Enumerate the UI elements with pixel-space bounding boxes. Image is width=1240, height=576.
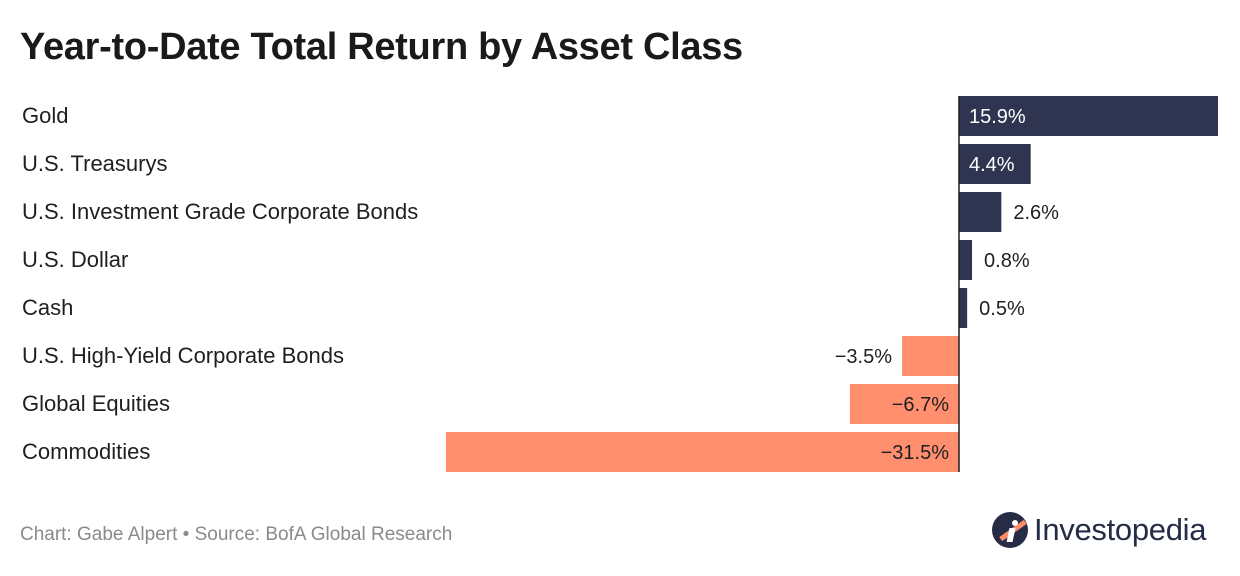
chart-title: Year-to-Date Total Return by Asset Class <box>20 26 743 68</box>
investopedia-logo-icon <box>992 512 1028 548</box>
bar-cash <box>959 288 968 328</box>
data-label: −6.7% <box>892 394 949 416</box>
data-label: 0.5% <box>979 298 1025 320</box>
category-label: U.S. Investment Grade Corporate Bonds <box>22 199 418 224</box>
bar-u-s-investment-grade-corporate-bonds <box>959 192 1002 232</box>
data-label: 0.8% <box>984 250 1030 272</box>
category-label: Commodities <box>22 439 150 464</box>
chart-footer: Chart: Gabe Alpert • Source: BofA Global… <box>20 524 452 546</box>
data-label: 2.6% <box>1013 202 1059 224</box>
category-label: U.S. Dollar <box>22 247 128 272</box>
bar-gold <box>959 96 1218 136</box>
footer-separator: • <box>182 524 190 545</box>
chart-credit: Chart: Gabe Alpert <box>20 524 178 545</box>
data-label: −3.5% <box>835 346 892 368</box>
investopedia-logo: Investopedia <box>992 512 1207 548</box>
category-label: U.S. Treasurys <box>22 151 167 176</box>
bar-global-equities <box>849 384 959 424</box>
data-label: −31.5% <box>881 442 950 464</box>
logo-text: Investopedia <box>1034 512 1207 547</box>
chart-source: Source: BofA Global Research <box>194 524 453 545</box>
category-label: Cash <box>22 295 73 320</box>
bar-u-s-dollar <box>959 240 973 280</box>
data-label: 15.9% <box>969 106 1026 128</box>
category-label: U.S. High-Yield Corporate Bonds <box>22 343 344 368</box>
data-label: 4.4% <box>969 154 1015 176</box>
bar-u-s-high-yield-corporate-bonds <box>901 336 959 376</box>
category-label: Gold <box>22 103 68 128</box>
category-label: Global Equities <box>22 391 170 416</box>
bar-u-s-treasurys <box>959 144 1031 184</box>
bar-commodities <box>445 432 959 472</box>
